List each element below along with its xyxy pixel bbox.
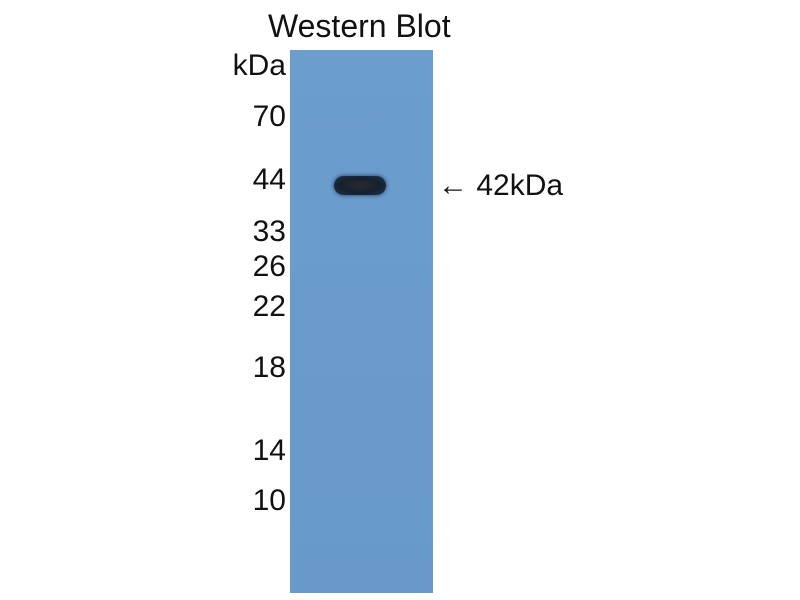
marker-18: 18 (252, 351, 286, 384)
marker-14: 14 (252, 434, 286, 467)
arrow-left-icon: ← (438, 169, 468, 202)
band-size-label: 42kDa (476, 169, 564, 202)
protein-band (334, 176, 386, 195)
marker-33: 33 (252, 215, 286, 248)
marker-70: 70 (252, 100, 286, 133)
blot-lane (290, 50, 433, 593)
figure-title: Western Blot (268, 8, 451, 44)
unit-label: kDa (232, 49, 286, 82)
marker-44: 44 (252, 163, 286, 196)
marker-26: 26 (252, 250, 286, 283)
band-annotation: ← 42kDa (438, 168, 563, 204)
marker-10: 10 (252, 484, 286, 517)
marker-22: 22 (252, 290, 286, 323)
